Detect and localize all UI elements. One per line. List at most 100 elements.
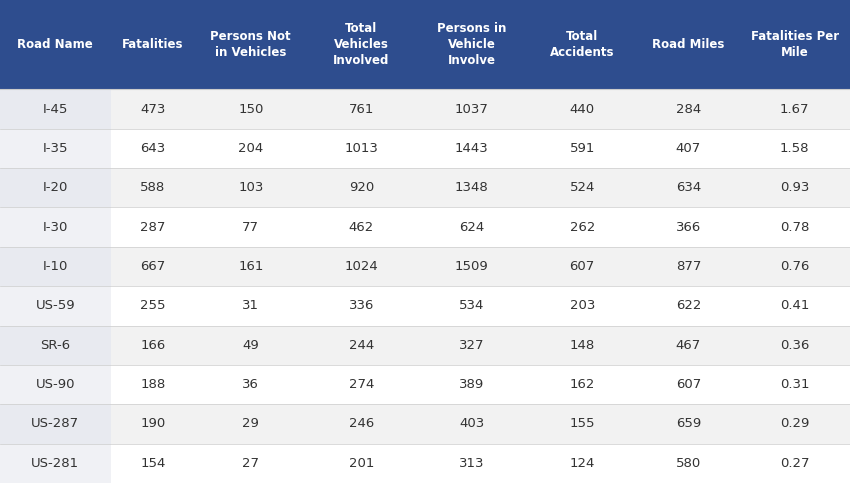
Text: 1037: 1037 [455, 102, 489, 115]
Text: 201: 201 [348, 457, 374, 470]
Text: I-45: I-45 [42, 102, 68, 115]
Text: I-10: I-10 [42, 260, 68, 273]
Text: 607: 607 [570, 260, 595, 273]
Text: 0.78: 0.78 [780, 221, 809, 234]
Text: 0.41: 0.41 [780, 299, 809, 313]
Text: 667: 667 [140, 260, 166, 273]
Text: 0.27: 0.27 [780, 457, 809, 470]
FancyBboxPatch shape [0, 89, 850, 129]
Text: 148: 148 [570, 339, 595, 352]
Text: 188: 188 [140, 378, 166, 391]
Text: 49: 49 [242, 339, 259, 352]
Text: 204: 204 [238, 142, 264, 155]
Text: 588: 588 [140, 181, 166, 194]
FancyBboxPatch shape [0, 208, 850, 247]
FancyBboxPatch shape [0, 326, 850, 365]
Text: 29: 29 [242, 417, 259, 430]
Text: 190: 190 [140, 417, 166, 430]
Text: I-20: I-20 [42, 181, 68, 194]
Text: 473: 473 [140, 102, 166, 115]
Text: 580: 580 [676, 457, 701, 470]
Text: 607: 607 [676, 378, 701, 391]
FancyBboxPatch shape [0, 443, 850, 483]
Text: 1.58: 1.58 [780, 142, 809, 155]
FancyBboxPatch shape [0, 404, 850, 443]
Text: 31: 31 [242, 299, 259, 313]
Text: 467: 467 [676, 339, 701, 352]
FancyBboxPatch shape [0, 247, 850, 286]
Text: SR-6: SR-6 [40, 339, 71, 352]
Text: Total
Accidents: Total Accidents [550, 30, 615, 59]
Text: 403: 403 [459, 417, 484, 430]
Text: 162: 162 [570, 378, 595, 391]
Text: Total
Vehicles
Involved: Total Vehicles Involved [333, 22, 389, 67]
Text: 287: 287 [140, 221, 166, 234]
FancyBboxPatch shape [0, 0, 850, 89]
Text: 36: 36 [242, 378, 259, 391]
FancyBboxPatch shape [0, 365, 110, 404]
FancyBboxPatch shape [0, 404, 110, 443]
Text: 103: 103 [238, 181, 264, 194]
Text: 1509: 1509 [455, 260, 489, 273]
Text: Fatalities: Fatalities [122, 38, 184, 51]
Text: 203: 203 [570, 299, 595, 313]
Text: 0.76: 0.76 [780, 260, 809, 273]
Text: 1013: 1013 [344, 142, 378, 155]
Text: 407: 407 [676, 142, 701, 155]
Text: 244: 244 [348, 339, 374, 352]
Text: US-281: US-281 [31, 457, 79, 470]
FancyBboxPatch shape [0, 168, 110, 208]
Text: US-287: US-287 [31, 417, 79, 430]
Text: 524: 524 [570, 181, 595, 194]
Text: 262: 262 [570, 221, 595, 234]
Text: 622: 622 [676, 299, 701, 313]
Text: Road Name: Road Name [17, 38, 94, 51]
Text: 166: 166 [140, 339, 166, 352]
FancyBboxPatch shape [0, 129, 850, 168]
Text: 440: 440 [570, 102, 595, 115]
Text: 920: 920 [348, 181, 374, 194]
Text: 327: 327 [459, 339, 484, 352]
Text: Persons Not
in Vehicles: Persons Not in Vehicles [211, 30, 291, 59]
Text: 150: 150 [238, 102, 264, 115]
Text: 0.29: 0.29 [780, 417, 809, 430]
Text: 877: 877 [676, 260, 701, 273]
FancyBboxPatch shape [0, 89, 110, 129]
Text: 0.31: 0.31 [780, 378, 809, 391]
Text: 154: 154 [140, 457, 166, 470]
Text: 255: 255 [140, 299, 166, 313]
FancyBboxPatch shape [0, 168, 850, 208]
Text: 27: 27 [242, 457, 259, 470]
Text: 124: 124 [570, 457, 595, 470]
Text: 284: 284 [676, 102, 701, 115]
Text: 389: 389 [459, 378, 484, 391]
Text: 246: 246 [348, 417, 374, 430]
FancyBboxPatch shape [0, 365, 850, 404]
FancyBboxPatch shape [0, 443, 110, 483]
FancyBboxPatch shape [0, 286, 110, 326]
Text: 313: 313 [459, 457, 484, 470]
FancyBboxPatch shape [0, 326, 110, 365]
FancyBboxPatch shape [0, 286, 850, 326]
Text: US-59: US-59 [36, 299, 75, 313]
FancyBboxPatch shape [0, 247, 110, 286]
FancyBboxPatch shape [0, 208, 110, 247]
Text: 634: 634 [676, 181, 701, 194]
Text: 366: 366 [676, 221, 701, 234]
Text: 643: 643 [140, 142, 166, 155]
Text: 462: 462 [348, 221, 374, 234]
Text: 534: 534 [459, 299, 484, 313]
Text: 659: 659 [676, 417, 701, 430]
Text: Persons in
Vehicle
Involve: Persons in Vehicle Involve [437, 22, 507, 67]
Text: I-35: I-35 [42, 142, 68, 155]
Text: 761: 761 [348, 102, 374, 115]
Text: US-90: US-90 [36, 378, 75, 391]
Text: 591: 591 [570, 142, 595, 155]
FancyBboxPatch shape [0, 129, 110, 168]
Text: 0.93: 0.93 [780, 181, 809, 194]
Text: 336: 336 [348, 299, 374, 313]
Text: 1443: 1443 [455, 142, 489, 155]
Text: Fatalities Per
Mile: Fatalities Per Mile [751, 30, 839, 59]
Text: Road Miles: Road Miles [652, 38, 725, 51]
Text: 274: 274 [348, 378, 374, 391]
